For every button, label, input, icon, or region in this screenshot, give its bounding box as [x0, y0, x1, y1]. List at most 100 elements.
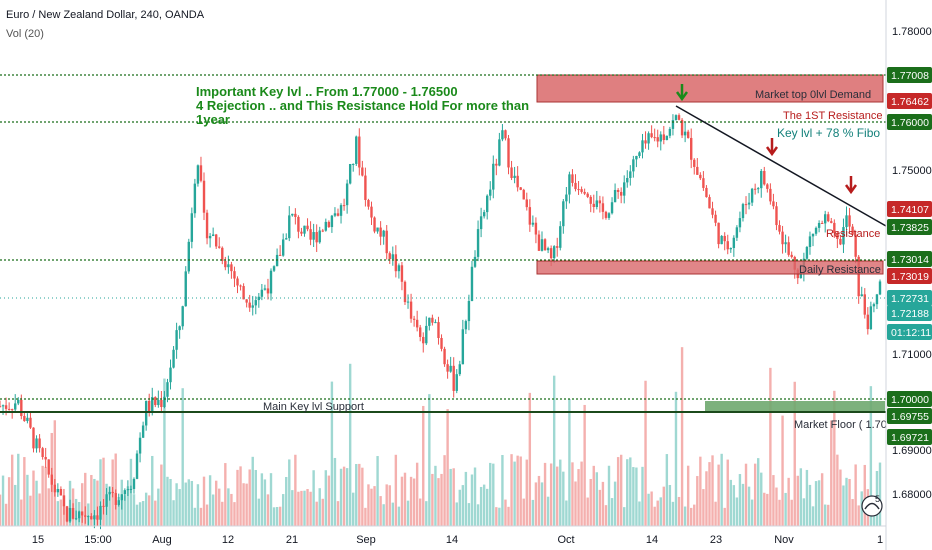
candle-body: [379, 227, 382, 237]
volume-bar: [543, 462, 547, 526]
candle-body: [355, 136, 358, 164]
volume-bar: [348, 363, 352, 526]
candle-body: [342, 205, 346, 207]
candle-body: [129, 488, 133, 490]
volume-bar: [291, 490, 294, 526]
volume-bar: [281, 494, 285, 526]
volume-bar: [96, 480, 99, 526]
volume-bar: [516, 455, 519, 526]
volume-bar: [157, 488, 160, 526]
candle-body: [281, 239, 285, 256]
volume-bar: [90, 474, 93, 526]
volume-bar: [306, 489, 309, 526]
price-tick-label: 1.71000: [892, 349, 932, 361]
volume-bar: [623, 507, 626, 526]
candle-body: [510, 167, 513, 179]
candle-body: [278, 254, 282, 256]
candle-body: [248, 302, 251, 308]
volume-bar: [729, 479, 732, 526]
volume-bar: [851, 499, 854, 526]
candle-body: [778, 225, 781, 232]
volume-bar: [653, 506, 656, 526]
candle-body: [836, 233, 839, 239]
volume-bar: [117, 496, 120, 526]
volume-bar: [820, 473, 824, 526]
candle-body: [352, 163, 355, 165]
candle-body: [257, 296, 261, 301]
candle-body: [464, 321, 468, 330]
candle-body: [580, 189, 583, 192]
volume-bar: [367, 484, 370, 526]
volume-bar: [665, 454, 669, 526]
candle-body: [717, 222, 720, 245]
candle-body: [440, 337, 443, 349]
candle-body: [470, 266, 474, 301]
volume-bar: [683, 506, 687, 526]
candle-body: [766, 184, 769, 189]
candle-body: [635, 155, 638, 160]
volume-bar: [309, 491, 312, 526]
support-zone: [705, 401, 885, 413]
volume-bar: [556, 466, 559, 526]
price-tick-label: 1.78000: [892, 26, 932, 38]
candle-body: [577, 189, 580, 191]
note-first-resistance: The 1ST Resistance: [783, 110, 882, 122]
volume-bar: [772, 475, 775, 526]
volume-bar: [473, 467, 477, 526]
candle-body: [135, 453, 139, 479]
candle-body: [312, 232, 315, 240]
candle-body: [659, 134, 662, 142]
volume-bar: [589, 478, 592, 526]
volume-bar: [726, 459, 729, 526]
volume-bar: [23, 457, 26, 526]
volume-bar: [565, 500, 568, 526]
volume-bar: [373, 486, 376, 526]
candle-body: [805, 246, 809, 259]
volume-bar: [336, 501, 340, 526]
candle-body: [601, 203, 605, 212]
volume-bar: [385, 484, 388, 526]
volume-bar: [693, 504, 696, 526]
volume-bar: [464, 471, 468, 526]
time-tick-label: 1: [877, 534, 883, 546]
candle-body: [111, 491, 114, 494]
candle-body: [202, 180, 206, 213]
volume-bar: [711, 455, 714, 526]
candle-body: [638, 152, 641, 156]
candle-body: [860, 294, 863, 297]
volume-bar: [626, 459, 629, 526]
candle-body: [117, 500, 120, 505]
volume-bar: [148, 495, 151, 526]
candle-body: [157, 399, 160, 406]
candle-body: [626, 177, 629, 183]
volume-bar: [190, 480, 194, 526]
candle-body: [400, 265, 404, 282]
volume-bar: [233, 502, 236, 526]
candle-body: [68, 508, 72, 522]
candle-body: [77, 511, 81, 519]
candle-body: [482, 212, 486, 217]
candle-body: [610, 202, 614, 214]
volume-bar: [269, 473, 273, 526]
volume-bar: [528, 392, 532, 526]
volume-bar: [461, 485, 465, 526]
candle-body: [738, 218, 742, 228]
candle-body: [266, 288, 270, 294]
volume-bar: [218, 488, 221, 526]
tradingview-logo-icon[interactable]: 5: [861, 494, 883, 517]
volume-bar: [735, 497, 739, 526]
volume-bar: [449, 468, 452, 526]
candle-body: [184, 271, 187, 307]
candle-body: [702, 178, 705, 188]
badge-count: 5: [875, 494, 880, 504]
candle-body: [105, 494, 108, 507]
candle-body: [224, 260, 227, 268]
candle-body: [382, 230, 385, 237]
volume-bar: [406, 500, 410, 526]
candle-body: [7, 408, 11, 410]
price-tag: 1.73825: [887, 219, 932, 235]
candle-body: [699, 174, 702, 179]
volume-bar: [99, 459, 102, 526]
candle-body: [583, 191, 586, 194]
